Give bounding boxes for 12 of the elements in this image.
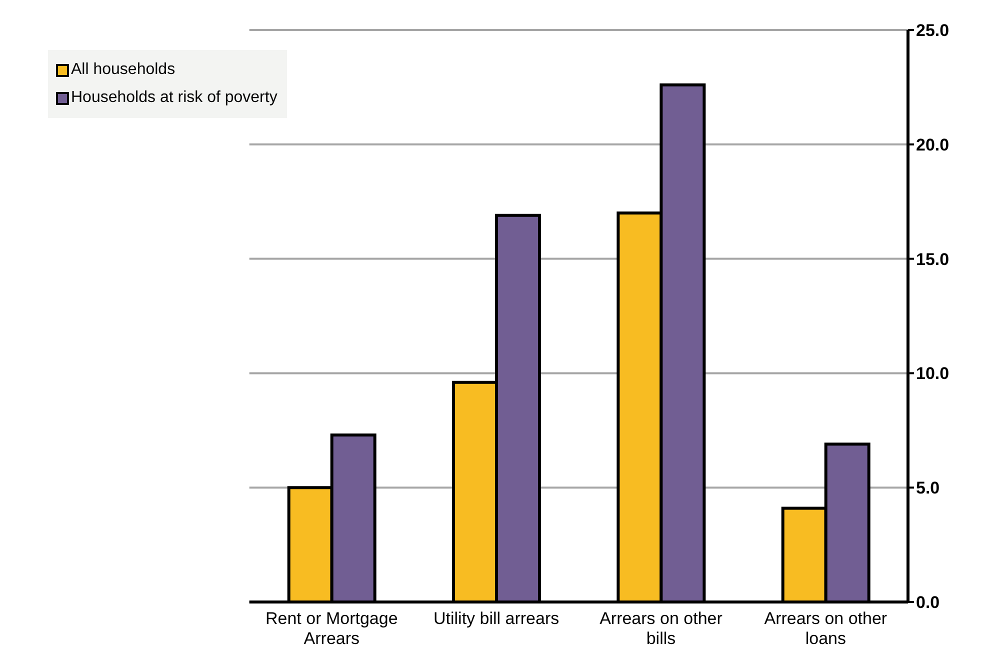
- y-tick-label: 5.0: [916, 478, 940, 498]
- x-tick-label: Rent or Mortgage Arrears: [266, 609, 398, 648]
- y-tick-label: 0.0: [916, 593, 940, 612]
- y-tick-label: 15.0: [916, 250, 950, 269]
- y-tick-label: 20.0: [916, 135, 950, 154]
- legend-label: Households at risk of poverty: [71, 89, 278, 107]
- y-tick-label: 10.0: [916, 364, 950, 384]
- x-tick-label: Arrears on other loans: [764, 609, 888, 648]
- x-tick-label: Utility bill arrears: [434, 609, 560, 628]
- legend-label: All households: [71, 61, 176, 79]
- x-tick-label: Arrears on other bills: [600, 609, 723, 648]
- y-tick-label: 25.0: [916, 21, 950, 40]
